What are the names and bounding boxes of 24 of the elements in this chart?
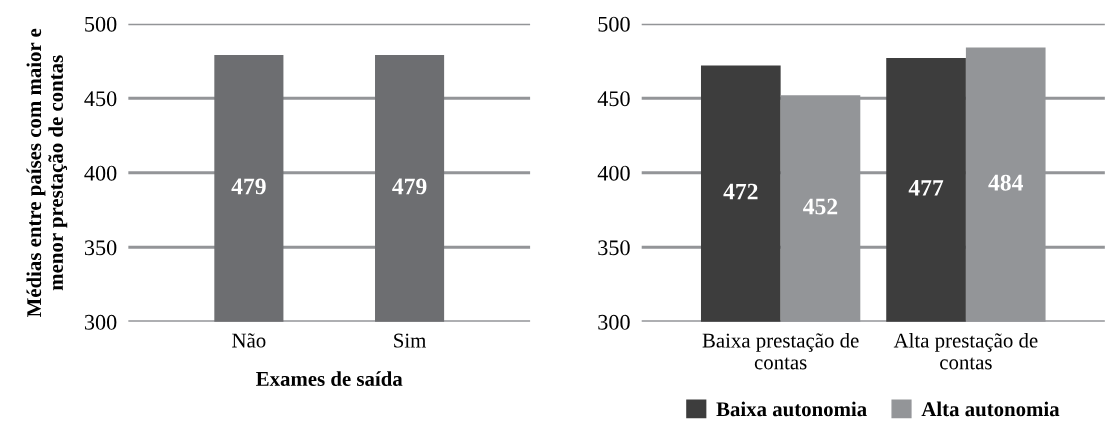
y-tick-label: 300 [598,314,630,330]
y-axis-title: Médias entre países com maior e menor prestação de contas [26,28,68,318]
data-label: 452 [803,198,838,215]
y-tick-label: 350 [84,240,117,256]
x-tick-label: Baixa prestação de contas [702,332,859,370]
x-tick-label: Alta prestação de contas [893,332,1038,370]
legend-label: Alta autonomia [921,401,1060,417]
data-label: 472 [723,183,758,200]
x-tick-label: Não [232,333,266,348]
y-tick-label: 400 [84,165,117,181]
y-tick-label: 500 [85,16,117,32]
x-tick-label: Sim [394,333,427,348]
y-tick-label: 500 [598,16,630,32]
y-tick-label: 300 [84,314,117,330]
y-tick-label: 400 [597,165,630,181]
data-label: 479 [392,178,427,195]
data-label: 477 [908,180,944,196]
y-tick-label: 350 [598,240,630,256]
y-tick-label: 450 [597,91,630,107]
legend-label: Baixa autonomia [716,401,867,417]
data-label: 484 [988,174,1023,191]
y-tick-label: 450 [84,91,117,107]
x-axis-title: Exames de saída [256,371,403,386]
data-label: 479 [231,178,266,195]
